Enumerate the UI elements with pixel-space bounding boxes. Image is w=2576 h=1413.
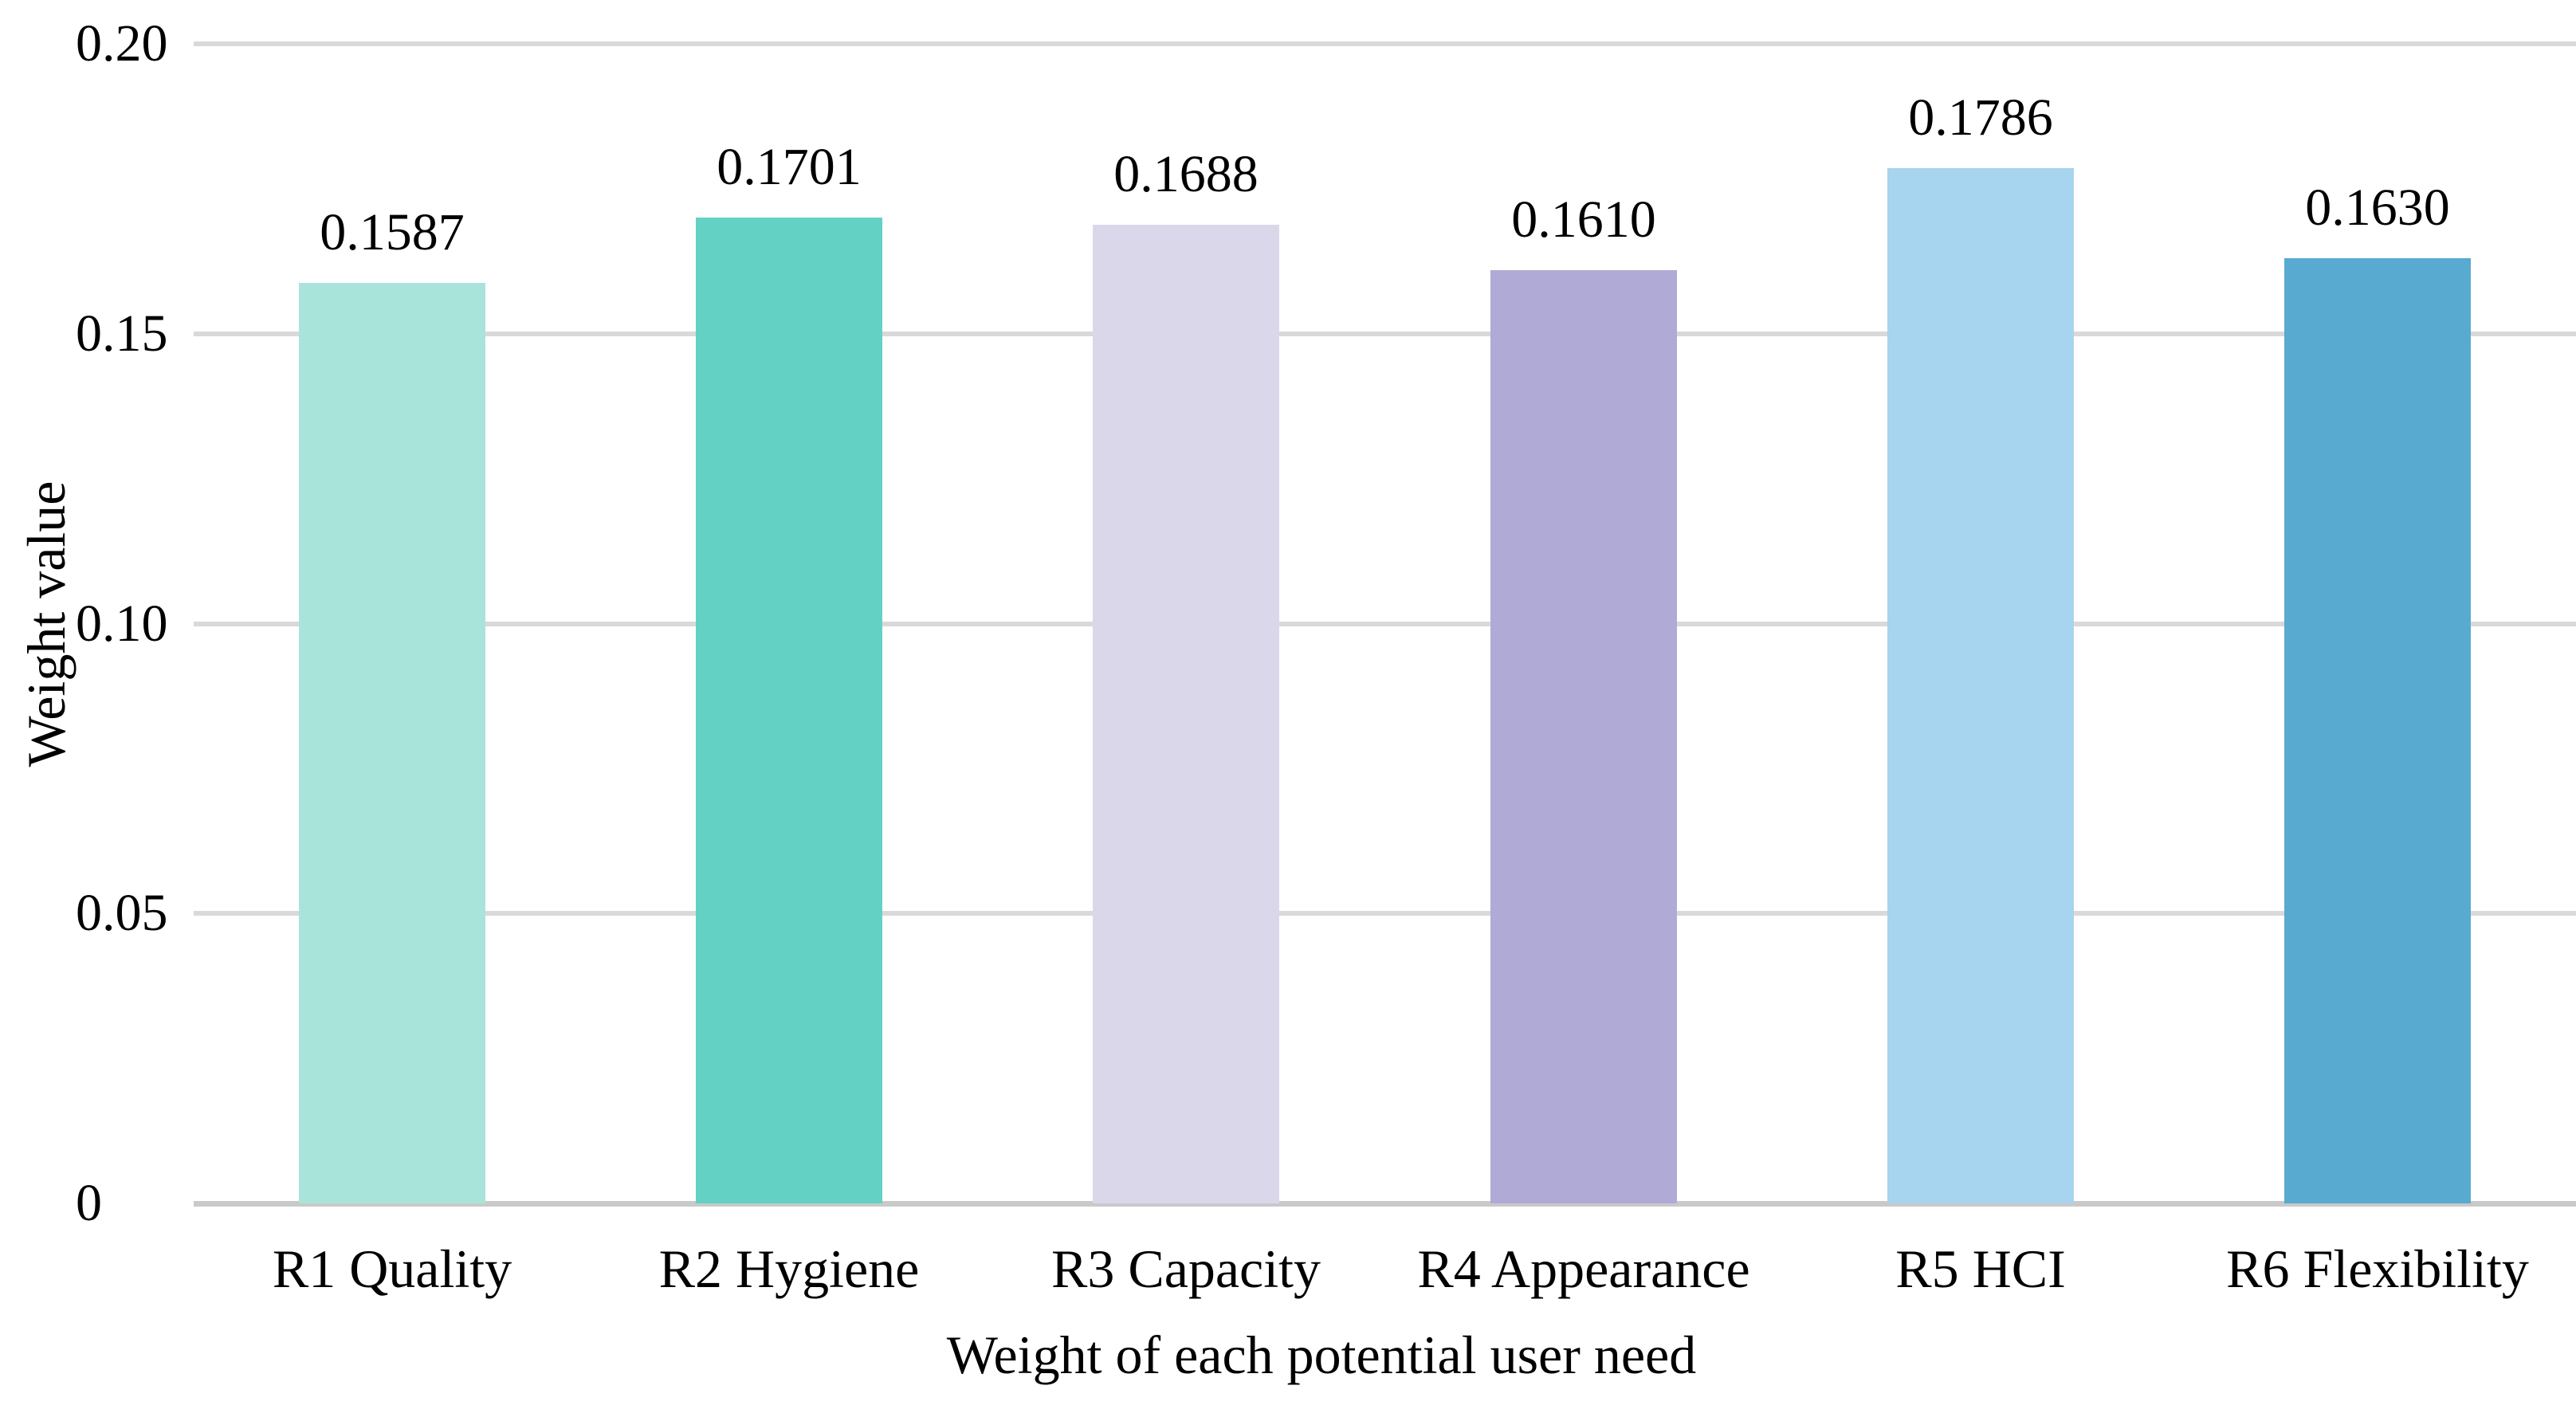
x-tick-label: R5 HCI bbox=[1895, 1238, 2066, 1299]
gridline bbox=[194, 622, 2576, 626]
bar-value-label: 0.1610 bbox=[1511, 190, 1656, 249]
x-axis-title: Weight of each potential user need bbox=[946, 1325, 1697, 1385]
gridline bbox=[194, 332, 2576, 336]
gridline bbox=[194, 911, 2576, 916]
bar-value-label: 0.1701 bbox=[717, 138, 862, 196]
y-tick-label: 0.05 bbox=[76, 884, 168, 942]
bar bbox=[1093, 225, 1279, 1203]
x-tick-label: R6 Flexibility bbox=[2226, 1238, 2529, 1299]
x-tick-label: R1 Quality bbox=[272, 1238, 512, 1299]
y-axis-title: Weight value bbox=[16, 481, 77, 767]
x-axis-baseline bbox=[194, 1201, 2576, 1207]
x-tick-label: R2 Hygiene bbox=[658, 1238, 920, 1299]
bar bbox=[2284, 258, 2471, 1203]
gridline bbox=[194, 41, 2576, 46]
y-tick-label: 0.10 bbox=[76, 595, 168, 653]
y-tick-label: 0 bbox=[76, 1174, 102, 1232]
x-tick-label: R4 Appearance bbox=[1417, 1238, 1750, 1299]
bar bbox=[1490, 270, 1677, 1203]
y-tick-label: 0.20 bbox=[76, 14, 168, 73]
bar-value-label: 0.1688 bbox=[1113, 145, 1259, 203]
bar-value-label: 0.1786 bbox=[1908, 88, 2053, 147]
bar bbox=[1887, 168, 2074, 1203]
bar bbox=[696, 218, 882, 1203]
bar bbox=[299, 283, 485, 1203]
bar-value-label: 0.1587 bbox=[320, 203, 465, 261]
bar-value-label: 0.1630 bbox=[2305, 179, 2450, 237]
x-tick-label: R3 Capacity bbox=[1050, 1238, 1321, 1299]
y-tick-label: 0.15 bbox=[76, 304, 168, 363]
